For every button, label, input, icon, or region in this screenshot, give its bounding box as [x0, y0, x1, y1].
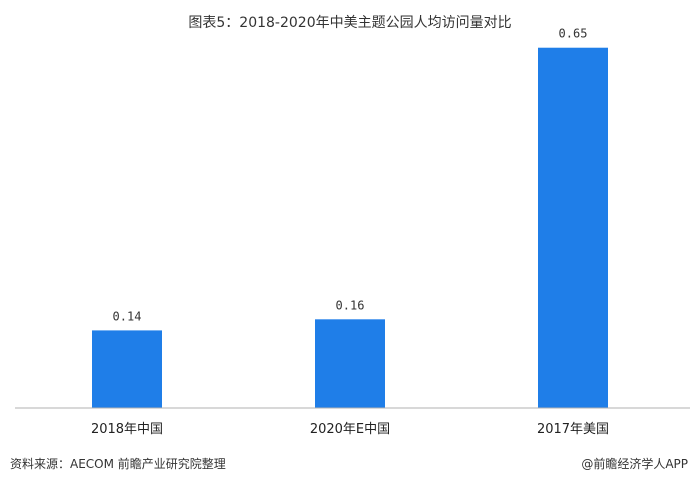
bar-1	[92, 330, 162, 408]
category-label-3: 2017年美国	[537, 422, 609, 437]
chart-title: 图表5：2018-2020年中美主题公园人均访问量对比	[188, 15, 512, 31]
credit-note: @前瞻经济学人APP	[581, 457, 688, 471]
source-note: 资料来源：AECOM 前瞻产业研究院整理	[10, 457, 226, 471]
value-label-1: 0.14	[113, 309, 142, 323]
category-labels-group: 2018年中国 2020年E中国 2017年美国	[91, 422, 609, 437]
bar-2	[315, 319, 385, 408]
category-label-2: 2020年E中国	[310, 422, 390, 437]
bars-group	[92, 47, 608, 408]
bar-chart: 0.14 0.16 0.65 2018年中国 2020年E中国 2017年美国	[15, 27, 690, 437]
value-label-3: 0.65	[559, 27, 588, 41]
value-labels-group: 0.14 0.16 0.65	[113, 27, 588, 324]
value-label-2: 0.16	[336, 298, 365, 312]
bar-3	[538, 47, 608, 408]
category-label-1: 2018年中国	[91, 422, 163, 437]
